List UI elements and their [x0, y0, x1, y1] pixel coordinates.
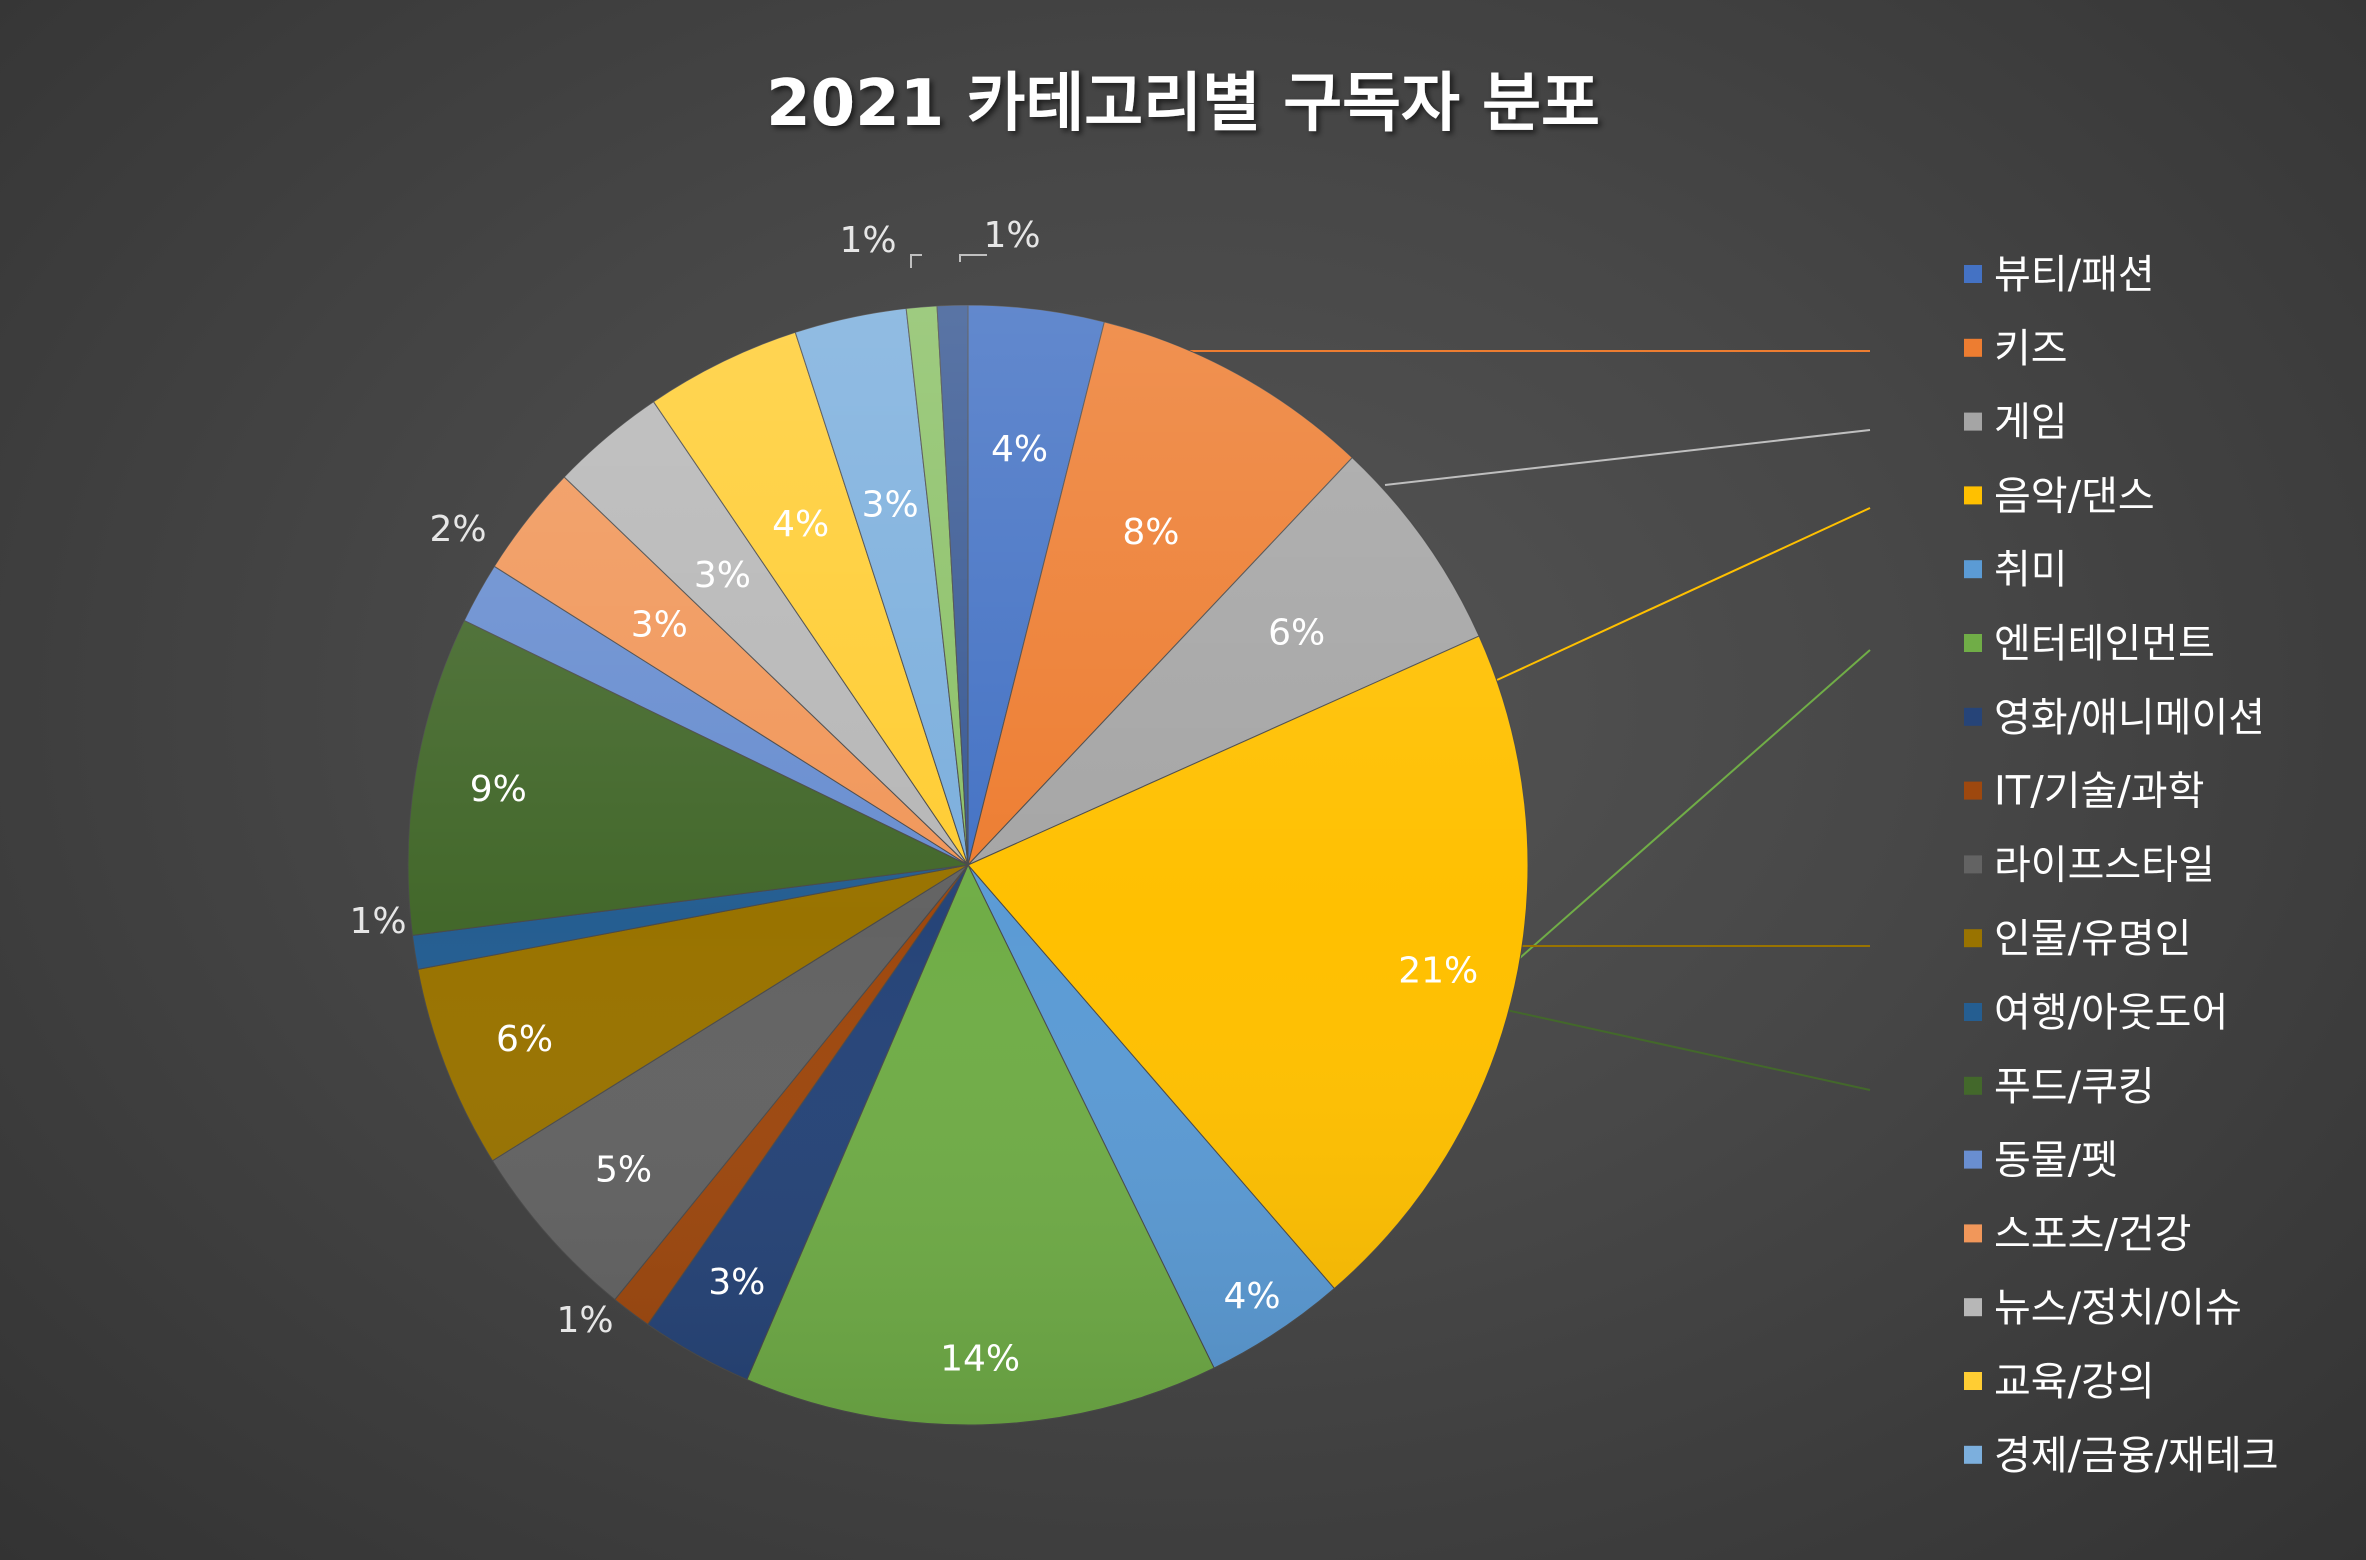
- legend-label: 교육/강의: [1994, 1359, 2155, 1405]
- data-label-4: 21%: [1398, 950, 1478, 991]
- legend-item-12: 푸드/쿠킹: [1964, 1064, 2155, 1110]
- legend-label: 게임: [1994, 400, 2068, 446]
- legend-swatch: [1964, 1076, 1982, 1095]
- legend-swatch: [1964, 781, 1982, 800]
- legend-label: 스포츠/건강: [1994, 1211, 2191, 1257]
- legend-swatch: [1964, 338, 1982, 357]
- legend-label: 영화/애니메이션: [1994, 695, 2265, 741]
- data-label-10: 6%: [496, 1019, 553, 1060]
- leader-line-4: [1384, 429, 1871, 486]
- data-label-2: 8%: [1122, 512, 1179, 553]
- legend-item-4: 음악/댄스: [1964, 473, 2155, 519]
- data-label-8: 1%: [556, 1300, 613, 1341]
- leader-line-1: [910, 254, 922, 268]
- data-label-12: 9%: [470, 769, 527, 810]
- data-label-1: 4%: [991, 429, 1048, 470]
- legend-label: IT/기술/과학: [1994, 769, 2204, 815]
- data-label-9: 5%: [595, 1150, 652, 1191]
- legend-swatch: [1964, 1298, 1982, 1317]
- data-label-14: 3%: [631, 604, 688, 645]
- legend-swatch: [1964, 486, 1982, 505]
- legend-item-8: IT/기술/과학: [1964, 769, 2204, 815]
- data-label-18: 1%: [839, 220, 896, 261]
- data-label-3: 6%: [1268, 612, 1325, 653]
- leader-line-2: [959, 254, 987, 262]
- data-label-7: 3%: [708, 1262, 765, 1303]
- legend-item-6: 엔터테인먼트: [1964, 621, 2215, 667]
- legend-item-11: 여행/아웃도어: [1964, 990, 2228, 1036]
- legend-swatch: [1964, 1372, 1982, 1390]
- data-label-13: 2%: [429, 509, 486, 550]
- legend-label: 경제/금융/재테크: [1994, 1433, 2279, 1479]
- legend-swatch: [1964, 855, 1982, 874]
- leader-line-5: [1496, 507, 1871, 681]
- legend-swatch: [1964, 707, 1982, 726]
- legend-swatch: [1964, 1224, 1982, 1243]
- legend-swatch: [1964, 560, 1982, 579]
- legend-swatch: [1964, 1150, 1982, 1169]
- legend-label: 음악/댄스: [1994, 473, 2155, 519]
- legend-item-14: 스포츠/건강: [1964, 1211, 2191, 1257]
- chart-title: 2021 카테고리별 구독자 분포: [766, 67, 1600, 141]
- legend-item-13: 동물/펫: [1964, 1138, 2118, 1184]
- data-labels: 4%8%6%21%4%14%3%1%5%6%1%9%2%3%3%4% 3%1% 1%: [349, 215, 1478, 1380]
- legend-label: 뷰티/패션: [1994, 252, 2155, 298]
- legend-item-9: 라이프스타일: [1964, 842, 2215, 888]
- data-label-19: 1%: [983, 215, 1040, 256]
- legend-swatch: [1964, 265, 1982, 283]
- legend-item-3: 게임: [1964, 400, 2068, 446]
- legend-label: 푸드/쿠킹: [1994, 1064, 2155, 1110]
- pie-slices: [407, 304, 1529, 1426]
- data-label-11: 1%: [349, 901, 406, 942]
- legend-label: 취미: [1994, 547, 2068, 593]
- legend-label: 인물/유명인: [1994, 916, 2191, 962]
- legend-item-1: 뷰티/패션: [1964, 252, 2155, 298]
- legend-item-16: 교육/강의: [1964, 1359, 2155, 1405]
- legend-swatch: [1964, 412, 1982, 431]
- legend-swatch: [1964, 929, 1982, 948]
- legend-item-7: 영화/애니메이션: [1964, 695, 2265, 741]
- legend-label: 라이프스타일: [1994, 842, 2215, 888]
- legend-label: 엔터테인먼트: [1994, 621, 2215, 667]
- data-label-5: 4%: [1224, 1276, 1281, 1317]
- legend-label: 동물/펫: [1994, 1138, 2118, 1184]
- data-label-17: 3%: [862, 485, 919, 526]
- legend-item-2: 키즈: [1964, 326, 2068, 372]
- legend-item-5: 취미: [1964, 547, 2068, 593]
- legend-item-10: 인물/유명인: [1964, 916, 2191, 962]
- legend-item-15: 뉴스/정치/이슈: [1964, 1285, 2242, 1331]
- legend-label: 뉴스/정치/이슈: [1994, 1285, 2242, 1331]
- legend-item-17: 경제/금융/재테크: [1964, 1433, 2279, 1479]
- legend-swatch: [1964, 1003, 1982, 1021]
- legend-label: 여행/아웃도어: [1994, 990, 2228, 1036]
- data-label-15: 3%: [694, 555, 751, 596]
- legend-swatch: [1964, 634, 1982, 652]
- legend-label: 키즈: [1994, 326, 2068, 372]
- legend-swatch: [1964, 1445, 1982, 1464]
- data-label-6: 14%: [940, 1339, 1020, 1380]
- data-label-16: 4%: [772, 504, 829, 545]
